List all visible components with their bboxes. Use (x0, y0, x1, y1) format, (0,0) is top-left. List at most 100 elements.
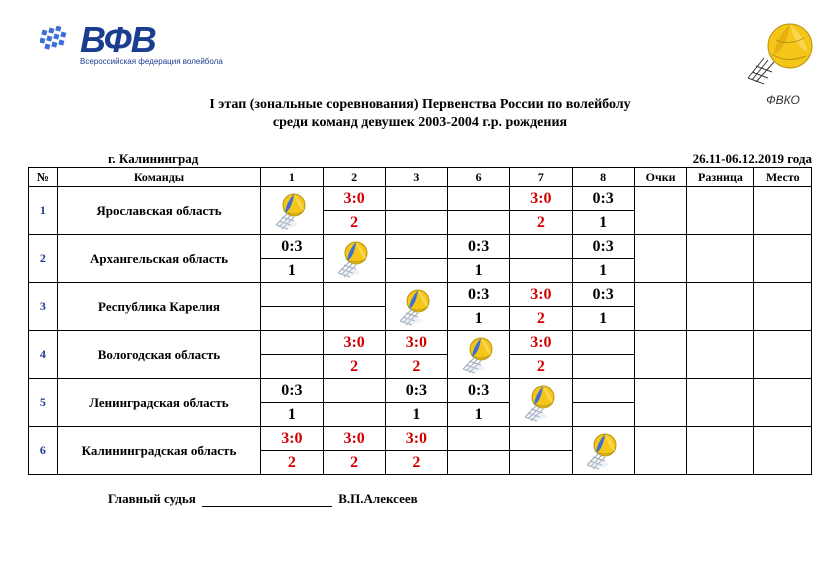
score-cell (323, 379, 385, 403)
team-name: Вологодская область (57, 331, 261, 379)
points-cell: 2 (323, 211, 385, 235)
vfv-main-text: ВФВ (80, 25, 223, 56)
title-line2: среди команд девушек 2003-2004 г.р. рожд… (0, 114, 840, 132)
meta-city: г. Калининград (108, 151, 198, 167)
points-cell: 1 (572, 307, 634, 331)
score-cell: 0:3 (572, 187, 634, 211)
meta-row: г. Калининград 26.11-06.12.2019 года (0, 151, 840, 167)
fvko-label: ФВКО (746, 93, 820, 107)
score-cell (572, 331, 634, 355)
table-row: 6Калининградская область3:03:03:0 (29, 427, 812, 451)
team-name: Республика Карелия (57, 283, 261, 331)
diff-cell (687, 283, 754, 331)
team-name: Архангельская область (57, 235, 261, 283)
score-cell (385, 187, 447, 211)
points-cell (261, 355, 323, 379)
score-cell (385, 235, 447, 259)
place-cell (754, 283, 812, 331)
row-number: 3 (29, 283, 58, 331)
points-cell (572, 403, 634, 427)
points-cell: 2 (510, 355, 572, 379)
diff-cell (687, 379, 754, 427)
score-cell (261, 331, 323, 355)
self-cell (510, 379, 572, 427)
th-pts: Очки (634, 168, 687, 187)
diff-cell (687, 427, 754, 475)
score-cell: 3:0 (261, 427, 323, 451)
standings-table: № Команды 1 2 3 6 7 8 Очки Разница Место… (28, 167, 812, 475)
self-cell (385, 283, 447, 331)
team-name: Ярославская область (57, 187, 261, 235)
points-cell: 2 (323, 355, 385, 379)
points-cell (261, 307, 323, 331)
team-name: Ленинградская область (57, 379, 261, 427)
diff-cell (687, 235, 754, 283)
diff-cell (687, 187, 754, 235)
place-cell (754, 235, 812, 283)
diff-cell (687, 331, 754, 379)
fvko-ball-icon (746, 20, 820, 86)
header: ВФВ Всероссийская федерация волейбола ФВ… (0, 0, 840, 90)
points-cell (510, 451, 572, 475)
table-row: 4Вологодская область3:03:03:0 (29, 331, 812, 355)
title: I этап (зональные соревнования) Первенст… (0, 96, 840, 131)
place-cell (754, 379, 812, 427)
self-cell (448, 331, 510, 379)
points-cell (385, 211, 447, 235)
points-cell: 1 (448, 307, 510, 331)
judge-label: Главный судья (108, 491, 196, 506)
score-cell: 0:3 (448, 283, 510, 307)
points-cell: 2 (510, 211, 572, 235)
score-cell: 0:3 (448, 235, 510, 259)
score-cell: 0:3 (572, 235, 634, 259)
self-cell (323, 235, 385, 283)
points-cell: 2 (385, 355, 447, 379)
score-cell (510, 427, 572, 451)
score-cell: 3:0 (510, 283, 572, 307)
score-cell: 3:0 (323, 187, 385, 211)
th-team: Команды (57, 168, 261, 187)
score-cell: 0:3 (385, 379, 447, 403)
footer: Главный судья В.П.Алексеев (0, 491, 840, 507)
logo-fvko: ФВКО (746, 20, 820, 107)
score-cell: 3:0 (323, 427, 385, 451)
place-cell (754, 427, 812, 475)
self-cell (572, 427, 634, 475)
points-cell: 1 (448, 403, 510, 427)
points-cell: 1 (385, 403, 447, 427)
points-cell (448, 451, 510, 475)
points-cell (572, 355, 634, 379)
points-cell (385, 259, 447, 283)
table-row: 2Архангельская область0:30:30:3 (29, 235, 812, 259)
points-cell: 1 (261, 403, 323, 427)
team-name: Калининградская область (57, 427, 261, 475)
pts-cell (634, 331, 687, 379)
th-diff: Разница (687, 168, 754, 187)
score-cell (510, 235, 572, 259)
points-cell (323, 307, 385, 331)
th-num: № (29, 168, 58, 187)
pts-cell (634, 379, 687, 427)
pts-cell (634, 427, 687, 475)
table-row: 3Республика Карелия0:33:00:3 (29, 283, 812, 307)
self-cell (261, 187, 323, 235)
points-cell: 2 (510, 307, 572, 331)
score-cell (448, 187, 510, 211)
pts-cell (634, 283, 687, 331)
points-cell: 2 (261, 451, 323, 475)
score-cell (323, 283, 385, 307)
row-number: 5 (29, 379, 58, 427)
th-c6: 8 (572, 168, 634, 187)
th-c4: 6 (448, 168, 510, 187)
pts-cell (634, 235, 687, 283)
place-cell (754, 187, 812, 235)
score-cell (261, 283, 323, 307)
score-cell: 3:0 (510, 187, 572, 211)
th-place: Место (754, 168, 812, 187)
score-cell (448, 427, 510, 451)
place-cell (754, 331, 812, 379)
th-c1: 1 (261, 168, 323, 187)
score-cell: 3:0 (385, 331, 447, 355)
table-header-row: № Команды 1 2 3 6 7 8 Очки Разница Место (29, 168, 812, 187)
score-cell: 0:3 (572, 283, 634, 307)
